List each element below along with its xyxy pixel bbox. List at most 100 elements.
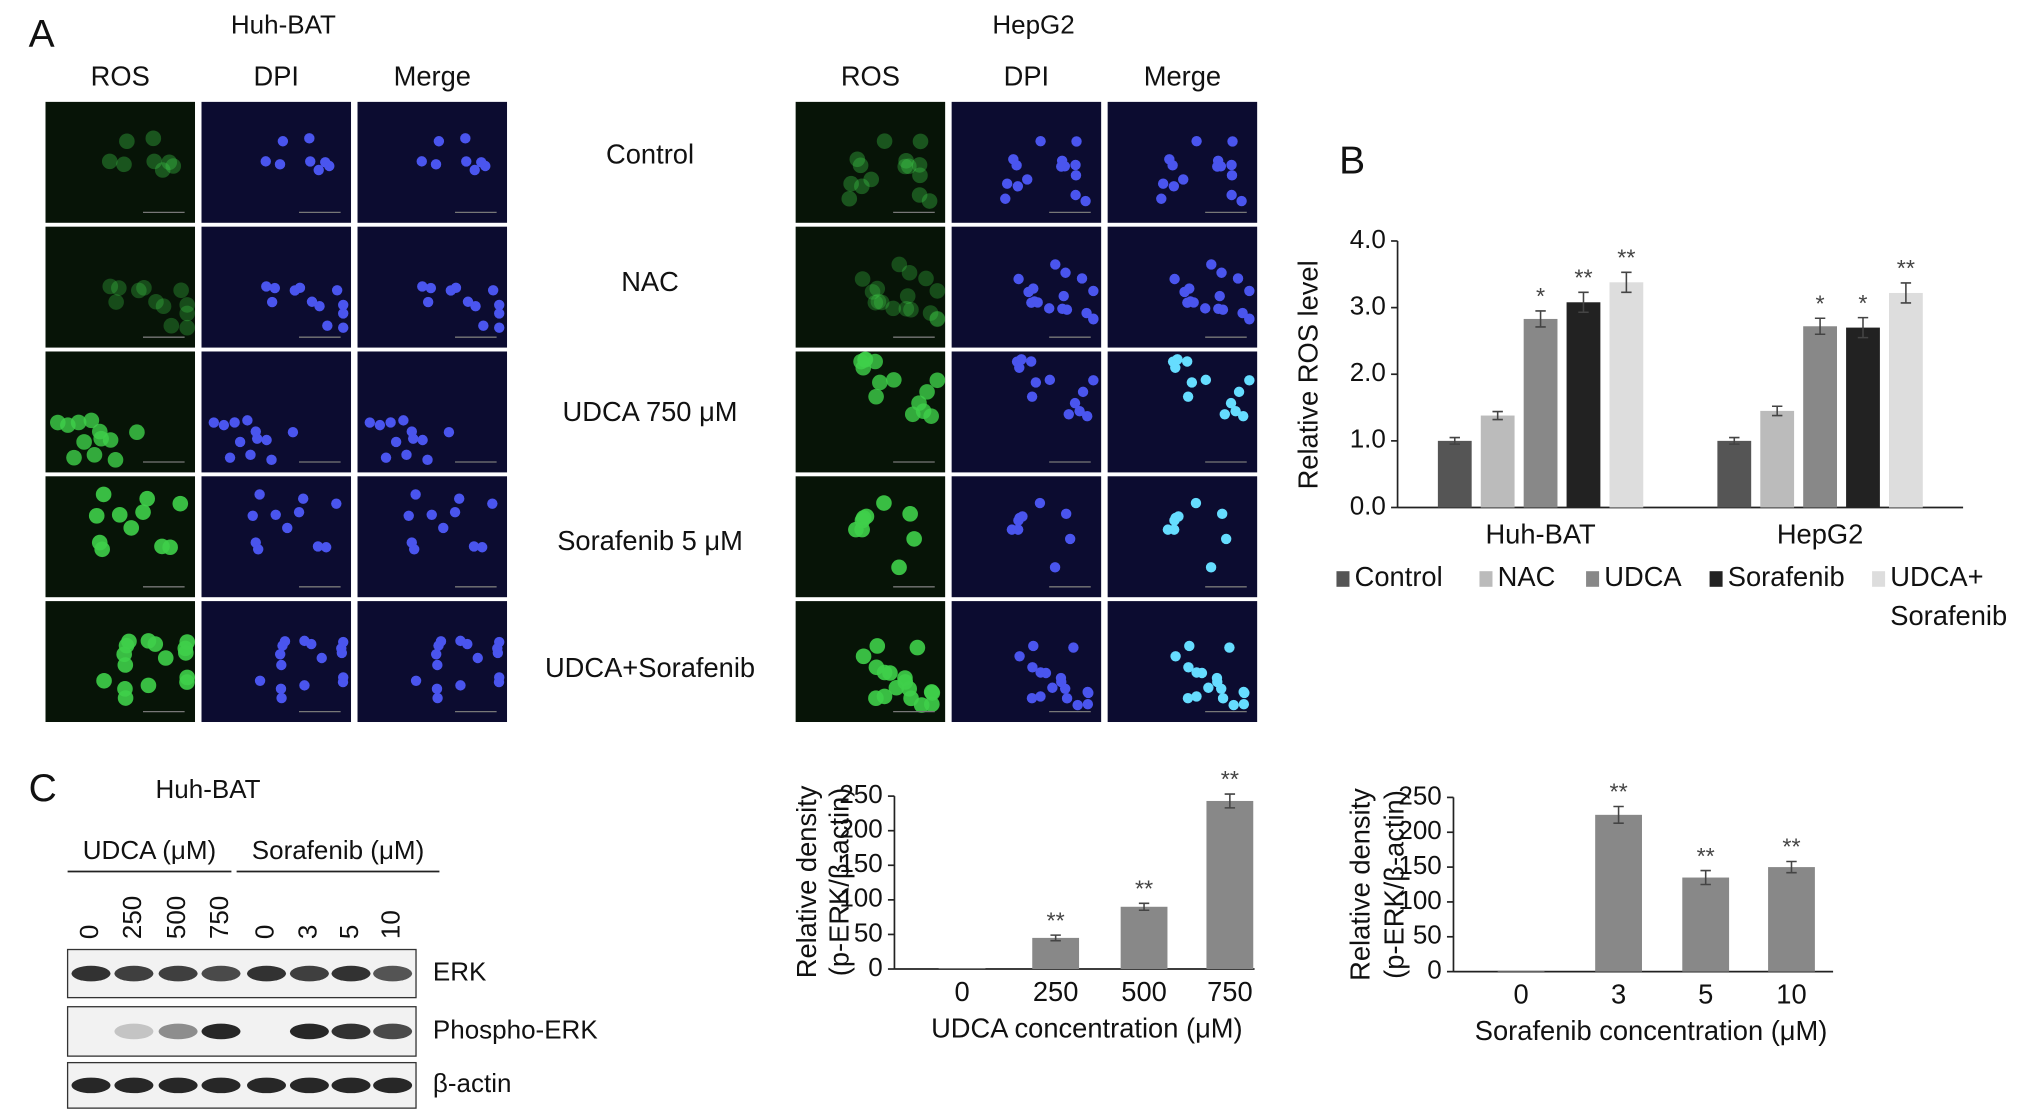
cell (252, 544, 264, 555)
micrograph (201, 351, 352, 473)
cell (487, 285, 499, 296)
cell (1184, 640, 1195, 652)
error-bar (1857, 316, 1869, 339)
cell (430, 159, 442, 170)
legend-swatch (1709, 571, 1723, 587)
cell (276, 692, 287, 704)
cell (872, 374, 888, 391)
cell (1000, 193, 1011, 204)
cell (1014, 651, 1025, 662)
cell (274, 159, 286, 170)
band (201, 1077, 241, 1094)
cell (1074, 405, 1085, 417)
cell (476, 542, 488, 553)
cell (924, 696, 940, 713)
cell (398, 415, 409, 426)
cell (869, 638, 886, 654)
cell (494, 636, 505, 648)
y-tick-label: 50 (854, 917, 883, 947)
cell (403, 510, 414, 521)
cell (86, 447, 103, 463)
cell (919, 384, 935, 400)
y-tick-label: 0 (868, 952, 882, 982)
cell (1012, 181, 1024, 192)
cell (1191, 135, 1202, 147)
lane-label: 10 (375, 910, 405, 939)
cell (906, 531, 922, 547)
cell (867, 353, 883, 370)
cell (1230, 405, 1241, 417)
cell (1244, 285, 1255, 297)
cell (1035, 667, 1046, 678)
cell (432, 692, 443, 704)
cell (1182, 693, 1194, 704)
x-tick-label: 5 (1698, 979, 1713, 1010)
cell (909, 639, 926, 656)
cell (66, 449, 82, 466)
x-tick-label: 500 (1121, 976, 1167, 1007)
cell (123, 520, 140, 536)
cell (1200, 374, 1212, 386)
error-bar (1050, 934, 1061, 942)
cell (338, 308, 349, 319)
blot-group: Sorafenib (μM) (252, 835, 424, 865)
cell (1238, 686, 1249, 698)
cell (165, 158, 182, 174)
cell (430, 649, 442, 660)
band (201, 1023, 241, 1040)
y-tick-label: 100 (1398, 885, 1441, 915)
cell (1069, 397, 1081, 409)
bar (1480, 415, 1515, 508)
cell (1057, 303, 1068, 314)
legend-label: NAC (1498, 561, 1556, 592)
cell (494, 672, 505, 683)
cell (494, 308, 505, 319)
cell (1225, 397, 1237, 409)
cell (410, 675, 422, 686)
cell (1026, 391, 1038, 402)
cell (245, 449, 256, 461)
cell (1016, 354, 1027, 365)
cell (901, 681, 917, 697)
cell (277, 136, 289, 147)
x-axis-label: Sorafenib concentration (μM) (1475, 1015, 1828, 1046)
cell (254, 489, 265, 500)
cell (1034, 497, 1046, 509)
cell (1070, 189, 1081, 201)
cell (1071, 136, 1082, 147)
cell (898, 300, 915, 317)
significance: ** (1135, 876, 1153, 902)
cell (1238, 410, 1249, 422)
cell (1050, 259, 1061, 270)
legend-label: Control (1355, 561, 1443, 592)
cell (1226, 159, 1237, 171)
cell (331, 285, 343, 296)
cell (1244, 375, 1255, 386)
cell (1082, 410, 1093, 422)
band (247, 1077, 287, 1094)
cell (417, 281, 428, 292)
band (158, 1023, 198, 1040)
micrograph (357, 476, 508, 598)
cell (313, 164, 324, 176)
cell (1060, 267, 1071, 278)
cell (1182, 391, 1194, 402)
cell (261, 434, 272, 446)
cell (102, 278, 119, 295)
cell (417, 434, 428, 446)
band (373, 1077, 413, 1094)
cell (1056, 161, 1067, 172)
cell (1082, 686, 1093, 698)
y-axis-label: Relative density (1345, 788, 1376, 981)
significance: ** (1617, 244, 1635, 270)
band (114, 1077, 154, 1094)
cell (912, 167, 928, 184)
lane-label: 750 (204, 896, 234, 939)
y-tick-label: 50 (1413, 920, 1442, 950)
y-tick-label: 0.0 (1350, 490, 1386, 520)
cell (494, 322, 505, 333)
cell (461, 156, 472, 167)
error-bar (1814, 317, 1826, 336)
cell (338, 299, 349, 311)
cell (161, 154, 178, 171)
